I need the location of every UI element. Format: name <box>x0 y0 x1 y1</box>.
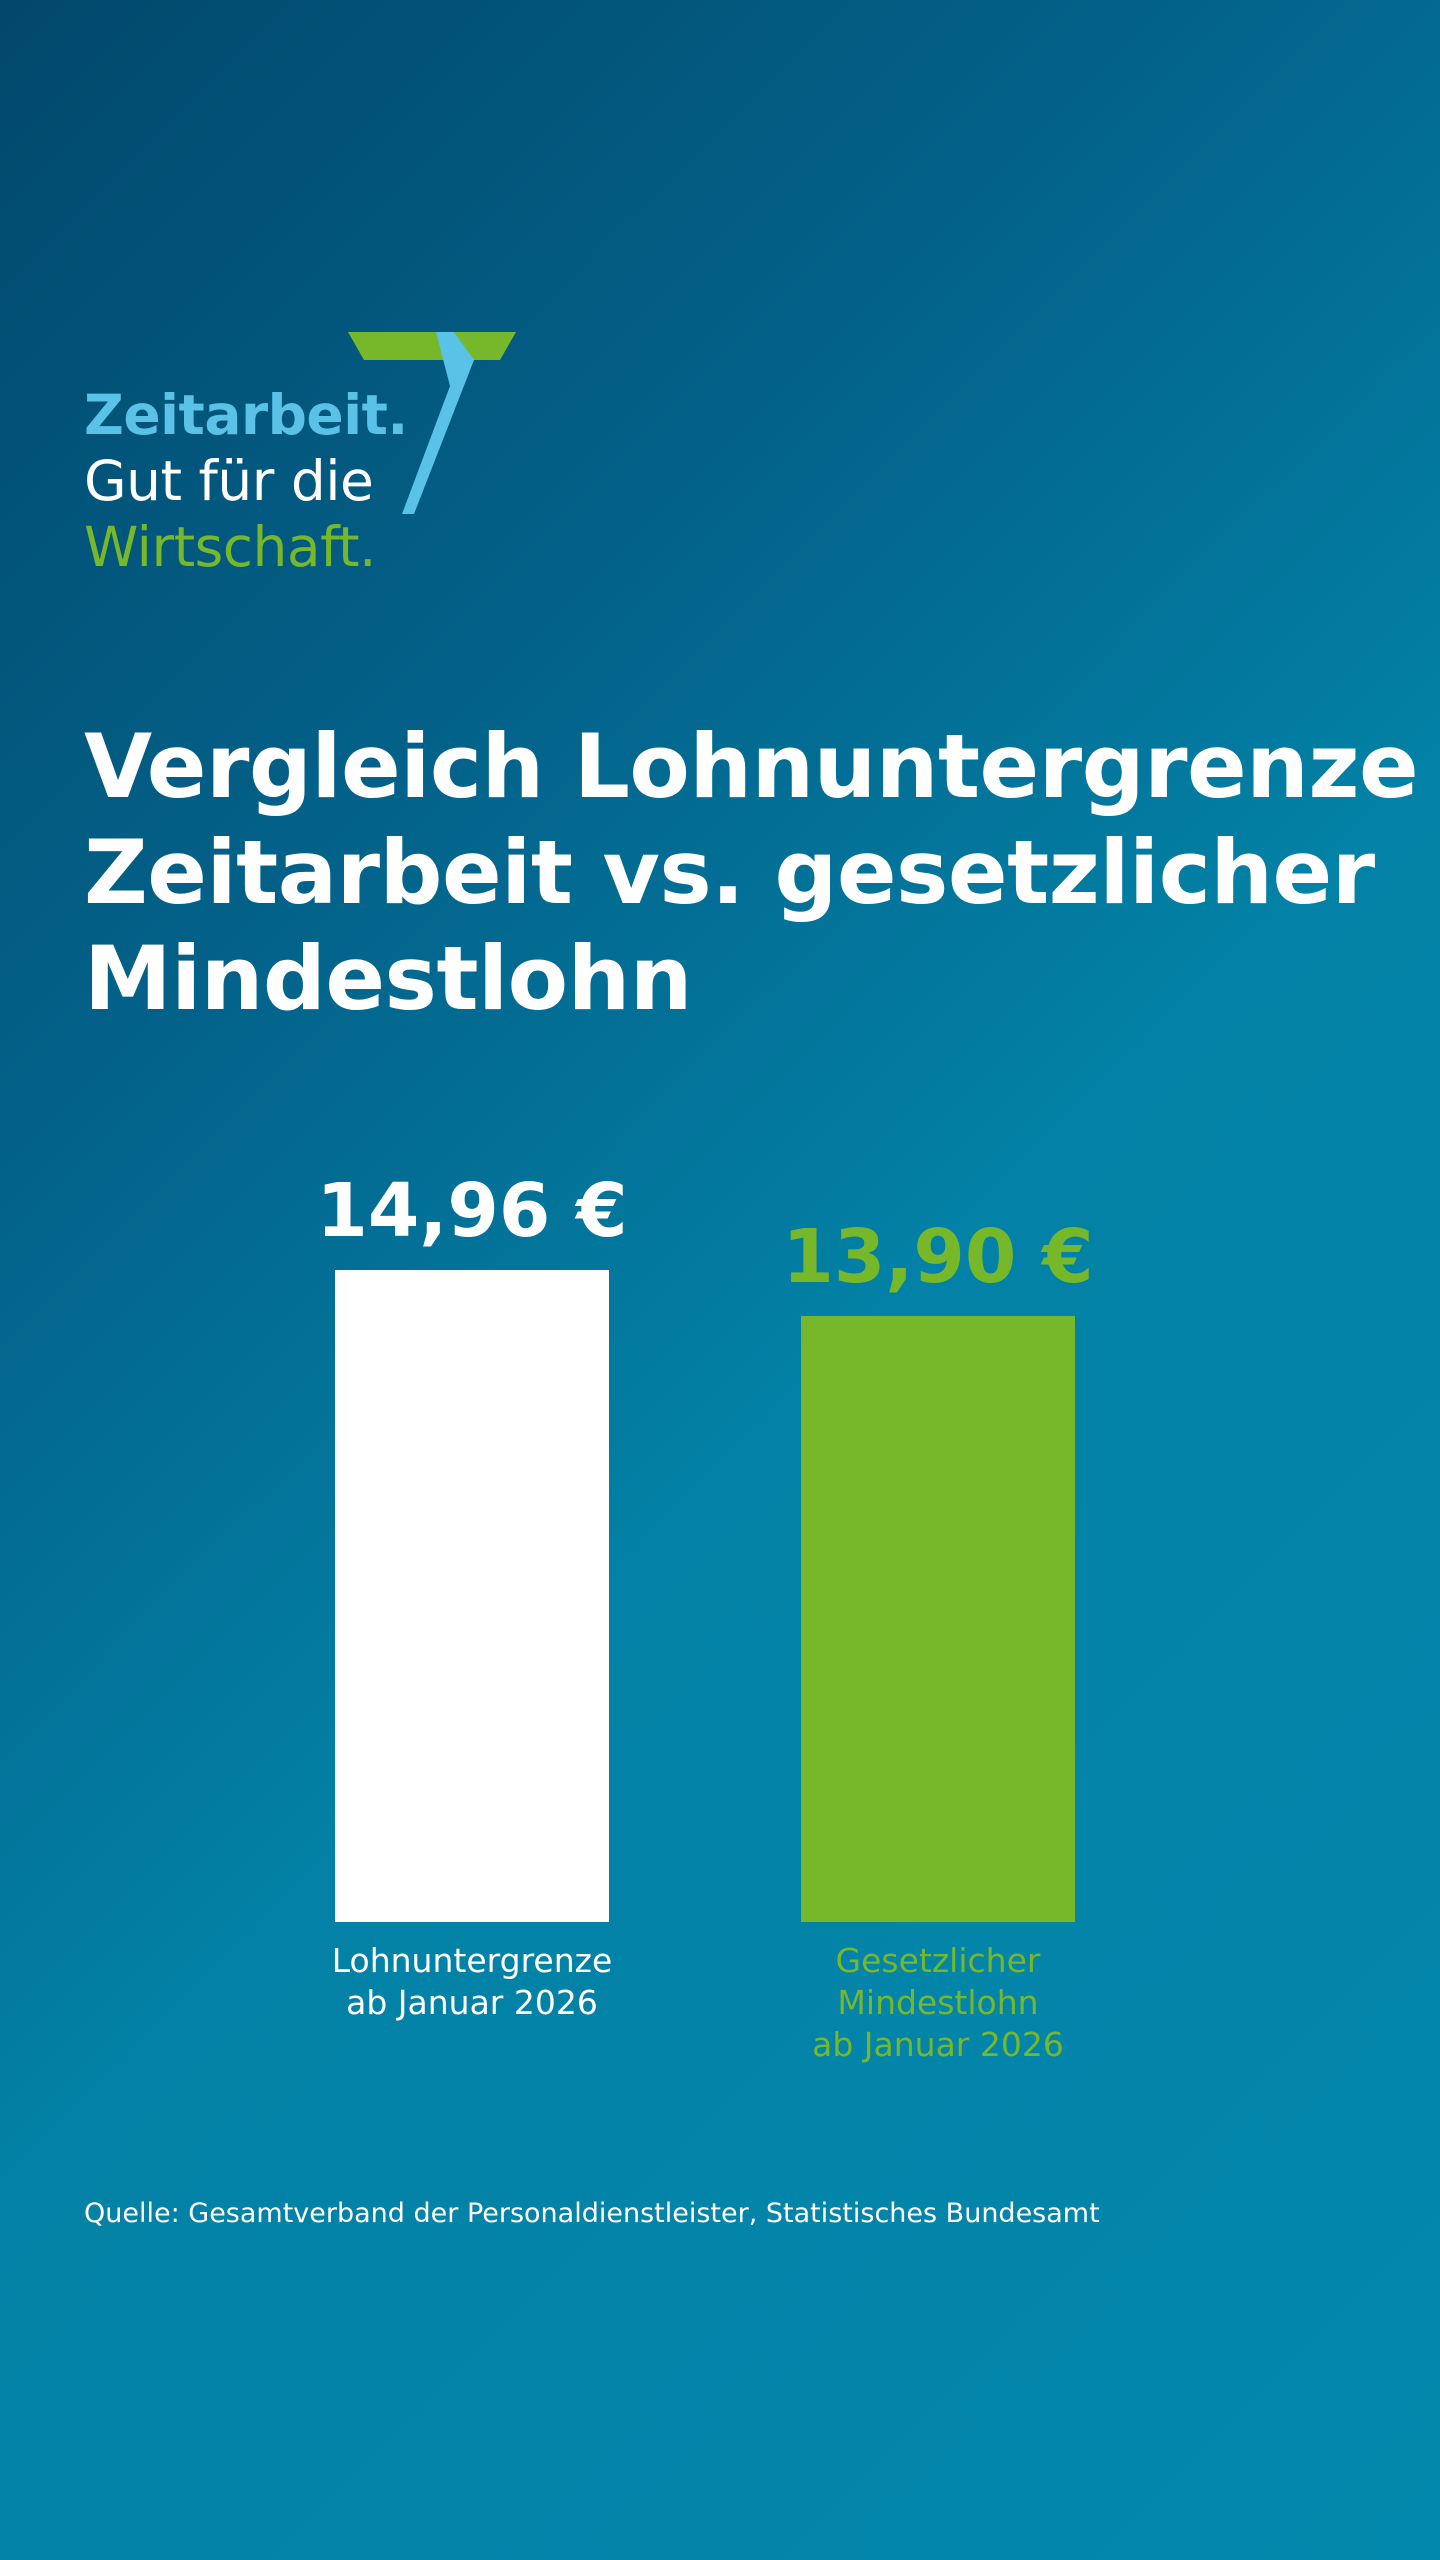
bar-2 <box>801 1316 1075 1922</box>
category-label-1: Lohnuntergrenze ab Januar 2026 <box>292 1940 652 2024</box>
bar-1 <box>335 1270 609 1922</box>
logo-text-gut-fuer-die: Gut für die <box>84 449 374 513</box>
source-note: Quelle: Gesamtverband der Personaldienst… <box>84 2198 1100 2229</box>
category-label-1-line-1: Lohnuntergrenze <box>331 1941 613 1980</box>
title-line-2: Zeitarbeit vs. gesetzlicher <box>84 821 1375 924</box>
bar-chart: 14,96 € Lohnuntergrenze ab Januar 2026 13,9… <box>0 1140 1440 2100</box>
title-line-1: Vergleich Lohnuntergrenze <box>84 715 1419 818</box>
category-label-2-line-2: Mindestlohn <box>837 1983 1039 2022</box>
page-title: Vergleich Lohnuntergrenze Zeitarbeit vs.… <box>84 714 1419 1032</box>
seven-ribbon-logo-icon <box>348 332 516 514</box>
bar-value-label-2: 13,90 € <box>782 1214 1094 1300</box>
logo-mark-green-band <box>348 332 516 360</box>
logo-text-zeitarbeit: Zeitarbeit. <box>84 383 408 447</box>
category-label-2-line-3: ab Januar 2026 <box>812 2025 1064 2064</box>
category-label-1-line-2: ab Januar 2026 <box>346 1983 598 2022</box>
category-label-2: Gesetzlicher Mindestlohn ab Januar 2026 <box>758 1940 1118 2066</box>
logo-text-wirtschaft: Wirtschaft. <box>84 515 377 579</box>
category-label-2-line-1: Gesetzlicher <box>835 1941 1041 1980</box>
bar-value-label-1: 14,96 € <box>316 1168 628 1254</box>
logo: Zeitarbeit. Gut für die Wirtschaft. <box>84 330 564 590</box>
title-line-3: Mindestlohn <box>84 927 692 1030</box>
logo-mark-blue-stroke <box>402 332 474 514</box>
